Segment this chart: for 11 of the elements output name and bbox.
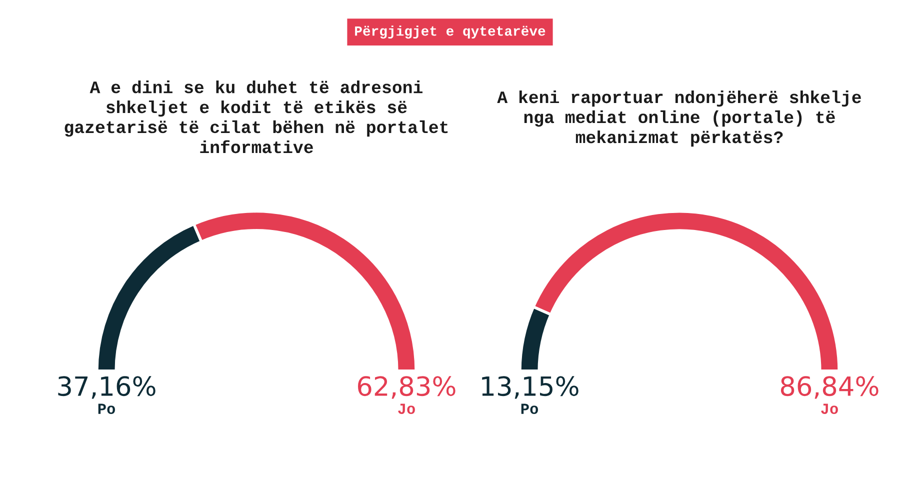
chart-title: A e dini se ku duhet të adresoni shkeljet e kodit të etikës së gazetarisë të cilat bëhen në portalet informative	[64, 80, 448, 154]
slice-label: Jo	[398, 404, 415, 414]
text: Përgjigjet e qytetarëve	[355, 26, 546, 39]
data-label: 37,16%	[58, 376, 156, 399]
chart-title: A keni raportuar ndonjëherë shkelje nga mediat online (portale) të mekanizmat përkatës?	[497, 90, 861, 147]
slice-label: Jo	[821, 404, 838, 414]
data-label: 13,15%	[482, 376, 578, 399]
slice-label: Po	[98, 404, 116, 414]
data-label: 86,84%	[780, 376, 878, 399]
slice-label: Po	[521, 404, 538, 414]
data-label: 62,83%	[358, 376, 456, 399]
